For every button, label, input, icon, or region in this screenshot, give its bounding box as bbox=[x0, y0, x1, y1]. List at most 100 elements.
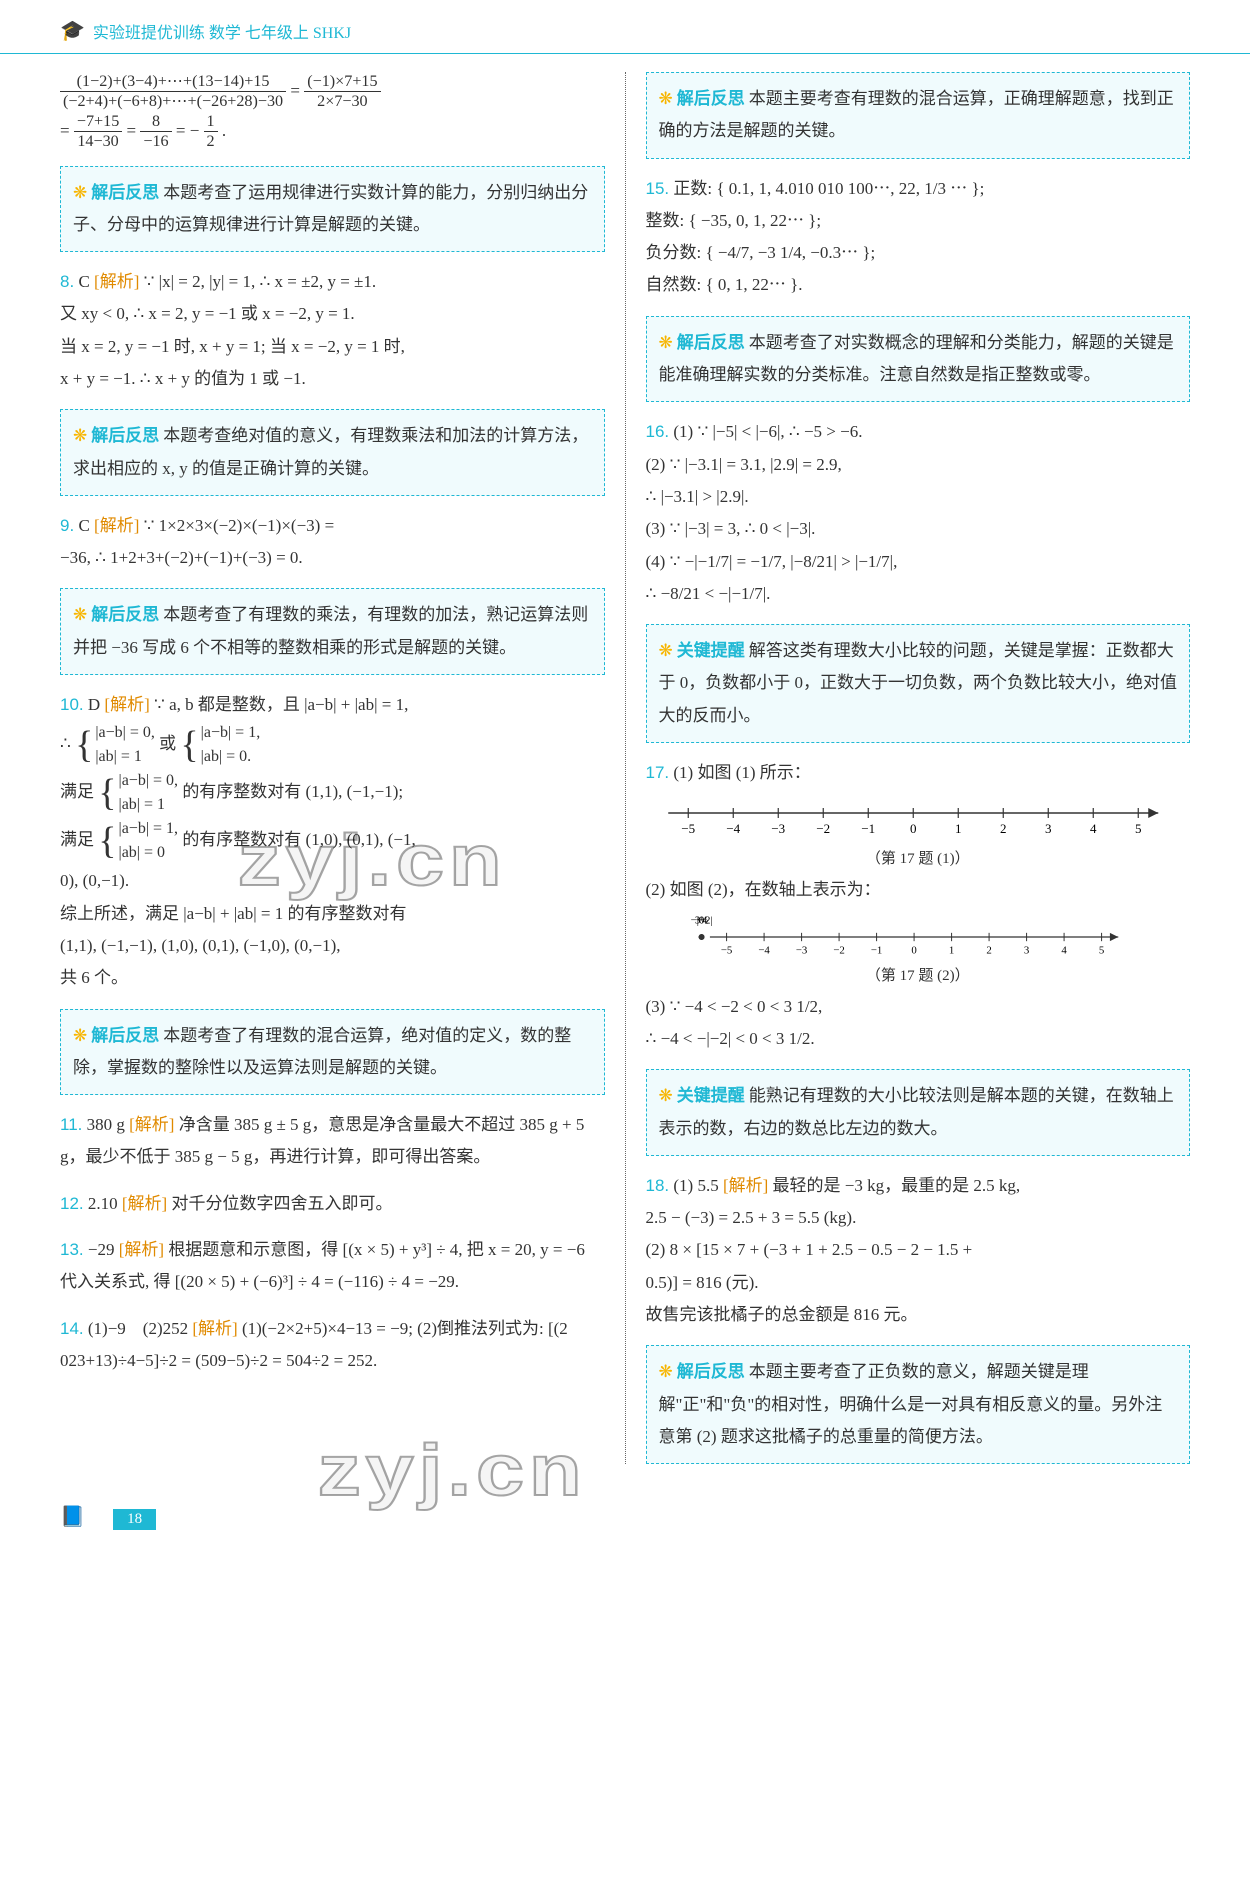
qnum: 13. bbox=[60, 1240, 84, 1259]
svg-text:2: 2 bbox=[986, 945, 991, 957]
qnum: 14. bbox=[60, 1319, 84, 1338]
box-label: 解后反思 bbox=[677, 83, 745, 115]
figure-caption: （第 17 题 (2)） bbox=[646, 962, 1191, 991]
star-icon: ❋ bbox=[73, 183, 87, 202]
star-icon: ❋ bbox=[659, 89, 673, 108]
star-icon: ❋ bbox=[659, 1086, 673, 1105]
reflection-box-2: ❋解后反思本题考查绝对值的意义，有理数乘法和加法的计算方法，求出相应的 x, y… bbox=[60, 409, 605, 496]
svg-text:−3: −3 bbox=[795, 945, 807, 957]
question-15: 15. 正数: { 0.1, 1, 4.010 010 100⋯, 22, 1/… bbox=[646, 173, 1191, 302]
content: (1−2)+(3−4)+⋯+(13−14)+15(−2+4)+(−6+8)+⋯+… bbox=[0, 54, 1250, 1494]
svg-text:0: 0 bbox=[911, 945, 916, 957]
svg-text:−2: −2 bbox=[833, 945, 845, 957]
answer: C bbox=[78, 516, 89, 535]
svg-text:1: 1 bbox=[955, 821, 962, 836]
svg-text:−2: −2 bbox=[816, 821, 830, 836]
qnum: 12. bbox=[60, 1194, 84, 1213]
box-label: 关键提醒 bbox=[677, 635, 745, 667]
svg-text:3: 3 bbox=[1023, 945, 1028, 957]
qnum: 10. bbox=[60, 695, 84, 714]
reflection-box-1: ❋解后反思本题考查了运用规律进行实数计算的能力，分别归纳出分子、分母中的运算规律… bbox=[60, 166, 605, 253]
reflection-box-r5: ❋解后反思本题主要考查了正负数的意义，解题关键是理解"正"和"负"的相对性，明确… bbox=[646, 1345, 1191, 1464]
qnum: 9. bbox=[60, 516, 74, 535]
graduation-cap-icon: 🎓 bbox=[60, 18, 85, 43]
star-icon: ❋ bbox=[659, 641, 673, 660]
reflection-box-4: ❋解后反思本题考查了有理数的混合运算，绝对值的定义，数的整除，掌握数的整除性以及… bbox=[60, 1009, 605, 1096]
star-icon: ❋ bbox=[73, 1026, 87, 1045]
box-label: 解后反思 bbox=[91, 177, 159, 209]
analysis-label: [解析] bbox=[192, 1319, 237, 1338]
star-icon: ❋ bbox=[73, 426, 87, 445]
header-title: 实验班提优训练 数学 七年级上 SHKJ bbox=[93, 19, 351, 43]
analysis-label: [解析] bbox=[129, 1115, 174, 1134]
equation-block-1: (1−2)+(3−4)+⋯+(13−14)+15(−2+4)+(−6+8)+⋯+… bbox=[60, 72, 605, 152]
svg-text:3½: 3½ bbox=[694, 915, 708, 927]
box-label: 解后反思 bbox=[91, 1020, 159, 1052]
analysis-label: [解析] bbox=[122, 1194, 167, 1213]
svg-text:−3: −3 bbox=[771, 821, 785, 836]
analysis-label: [解析] bbox=[94, 516, 139, 535]
answer: 380 g bbox=[87, 1115, 125, 1134]
question-14: 14. (1)−9 (2)252 [解析] (1)(−2×2+5)×4−13 =… bbox=[60, 1313, 605, 1378]
box-label: 解后反思 bbox=[677, 327, 745, 359]
reflection-box-3: ❋解后反思本题考查了有理数的乘法，有理数的加法，熟记运算法则并把 −36 写成 … bbox=[60, 588, 605, 675]
svg-text:5: 5 bbox=[1135, 821, 1142, 836]
box-label: 解后反思 bbox=[91, 420, 159, 452]
analysis-label: [解析] bbox=[119, 1240, 164, 1259]
qnum: 18. bbox=[646, 1176, 670, 1195]
svg-text:−4: −4 bbox=[758, 945, 770, 957]
answer: (1) 5.5 bbox=[673, 1176, 718, 1195]
qnum: 11. bbox=[60, 1115, 82, 1134]
qnum: 17. bbox=[646, 763, 670, 782]
svg-text:3: 3 bbox=[1045, 821, 1052, 836]
qnum: 16. bbox=[646, 422, 670, 441]
answer: −29 bbox=[88, 1240, 115, 1259]
figure-caption: （第 17 题 (1)） bbox=[646, 845, 1191, 874]
left-column: (1−2)+(3−4)+⋯+(13−14)+15(−2+4)+(−6+8)+⋯+… bbox=[60, 72, 605, 1464]
svg-text:−4: −4 bbox=[726, 821, 740, 836]
box-label: 解后反思 bbox=[91, 599, 159, 631]
question-16: 16. (1) ∵ |−5| < |−6|, ∴ −5 > −6. (2) ∵ … bbox=[646, 416, 1191, 610]
answer: (1)−9 (2)252 bbox=[88, 1319, 188, 1338]
svg-text:−1: −1 bbox=[861, 821, 875, 836]
svg-text:−5: −5 bbox=[720, 945, 732, 957]
svg-text:−5: −5 bbox=[681, 821, 695, 836]
question-8: 8. C [解析] ∵ |x| = 2, |y| = 1, ∴ x = ±2, … bbox=[60, 266, 605, 395]
column-divider bbox=[625, 72, 626, 1464]
question-12: 12. 2.10 [解析] 对千分位数字四舍五入即可。 bbox=[60, 1188, 605, 1220]
answer: C bbox=[78, 272, 89, 291]
number-line-2: −5−4−3−2−1012345 −4−|−2|03½ bbox=[646, 912, 1191, 962]
question-11: 11. 380 g [解析] 净含量 385 g ± 5 g，意思是净含量最大不… bbox=[60, 1109, 605, 1174]
reflection-box-r2: ❋解后反思本题考查了对实数概念的理解和分类能力，解题的关键是能准确理解实数的分类… bbox=[646, 316, 1191, 403]
box-label: 解后反思 bbox=[677, 1356, 745, 1388]
page-footer: 📘 18 bbox=[0, 1494, 1250, 1560]
page-number: 18 bbox=[113, 1509, 156, 1530]
page-header: 🎓 实验班提优训练 数学 七年级上 SHKJ bbox=[0, 0, 1250, 54]
qnum: 8. bbox=[60, 272, 74, 291]
right-column: ❋解后反思本题主要考查有理数的混合运算，正确理解题意，找到正确的方法是解题的关键… bbox=[646, 72, 1191, 1464]
box-label: 关键提醒 bbox=[677, 1080, 745, 1112]
star-icon: ❋ bbox=[73, 605, 87, 624]
question-9: 9. C [解析] ∵ 1×2×3×(−2)×(−1)×(−3) = −36, … bbox=[60, 510, 605, 575]
analysis-label: [解析] bbox=[723, 1176, 768, 1195]
analysis-label: [解析] bbox=[104, 695, 149, 714]
star-icon: ❋ bbox=[659, 333, 673, 352]
svg-text:1: 1 bbox=[948, 945, 953, 957]
answer: D bbox=[88, 695, 100, 714]
question-10: 10. D [解析] ∵ a, b 都是整数，且 |a−b| + |ab| = … bbox=[60, 689, 605, 994]
svg-text:0: 0 bbox=[910, 821, 917, 836]
number-line-1: −5 −4 −3 −2 −1 0 1 2 3 4 5 bbox=[646, 795, 1191, 845]
reflection-box-r1: ❋解后反思本题主要考查有理数的混合运算，正确理解题意，找到正确的方法是解题的关键… bbox=[646, 72, 1191, 159]
question-13: 13. −29 [解析] 根据题意和示意图，得 [(x × 5) + y³] ÷… bbox=[60, 1234, 605, 1299]
analysis-label: [解析] bbox=[94, 272, 139, 291]
svg-text:4: 4 bbox=[1090, 821, 1097, 836]
key-box-r4: ❋关键提醒能熟记有理数的大小比较法则是解本题的关键，在数轴上表示的数，右边的数总… bbox=[646, 1069, 1191, 1156]
svg-text:5: 5 bbox=[1098, 945, 1103, 957]
svg-text:2: 2 bbox=[1000, 821, 1007, 836]
star-icon: ❋ bbox=[659, 1362, 673, 1381]
question-18: 18. (1) 5.5 [解析] 最轻的是 −3 kg，最重的是 2.5 kg,… bbox=[646, 1170, 1191, 1331]
svg-text:−1: −1 bbox=[870, 945, 882, 957]
svg-text:4: 4 bbox=[1061, 945, 1067, 957]
question-17: 17. (1) 如图 (1) 所示： −5−4−3−2−1012345 （第 1… bbox=[646, 757, 1191, 1055]
book-icon: 📘 bbox=[60, 1506, 85, 1528]
